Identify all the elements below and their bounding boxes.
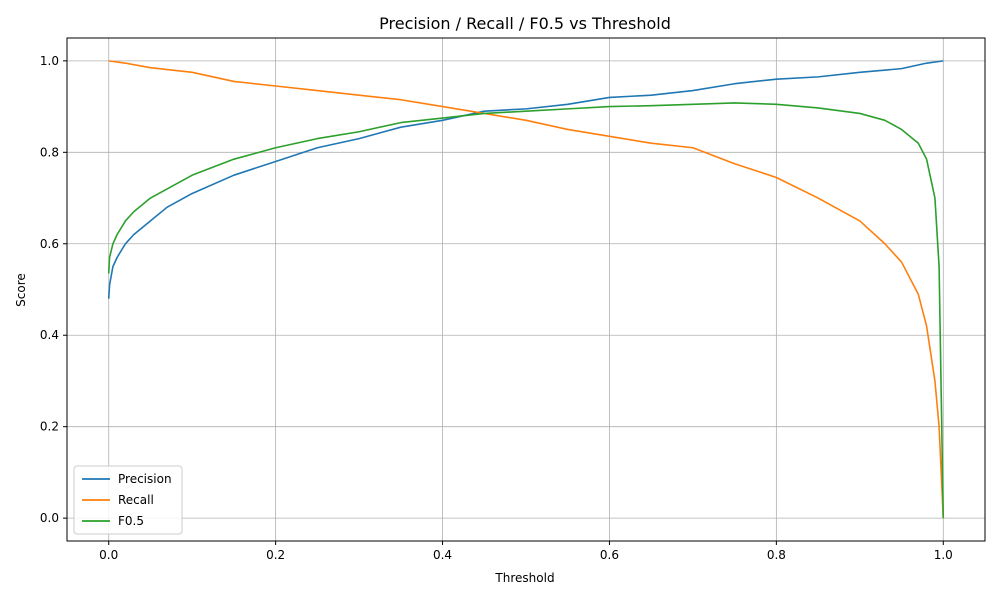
y-tick-label: 0.6 bbox=[40, 237, 59, 251]
x-tick-label: 0.4 bbox=[433, 548, 452, 562]
legend-box bbox=[73, 465, 183, 535]
legend: Precision Recall F0.5 bbox=[73, 465, 183, 535]
chart-title: Precision / Recall / F0.5 vs Threshold bbox=[379, 14, 671, 33]
y-tick-label: 0.8 bbox=[40, 145, 59, 159]
x-axis-ticks: 0.0 0.2 0.4 0.6 0.8 1.0 bbox=[99, 541, 953, 562]
series-line-f0-5 bbox=[107, 102, 945, 519]
y-axis-label: Score bbox=[14, 273, 28, 307]
y-tick-label: 0.0 bbox=[40, 511, 59, 525]
y-tick-label: 0.2 bbox=[40, 420, 59, 434]
x-tick-label: 0.0 bbox=[99, 548, 118, 562]
legend-entry: F0.5 bbox=[118, 514, 144, 528]
grid-lines bbox=[67, 38, 985, 541]
legend-entry: Precision bbox=[118, 472, 172, 486]
x-tick-label: 0.2 bbox=[266, 548, 285, 562]
series-line-precision bbox=[107, 60, 944, 299]
legend-entry: Recall bbox=[118, 493, 154, 507]
series-lines bbox=[107, 60, 945, 519]
plot-area-frame bbox=[66, 37, 986, 542]
x-tick-label: 0.8 bbox=[767, 548, 786, 562]
y-axis-ticks: 0.0 0.2 0.4 0.6 0.8 1.0 bbox=[40, 54, 67, 525]
x-tick-label: 0.6 bbox=[600, 548, 619, 562]
x-axis-label: Threshold bbox=[494, 571, 554, 585]
series-line-recall bbox=[108, 60, 945, 519]
y-tick-label: 0.4 bbox=[40, 328, 59, 342]
y-tick-label: 1.0 bbox=[40, 54, 59, 68]
x-tick-label: 1.0 bbox=[934, 548, 953, 562]
